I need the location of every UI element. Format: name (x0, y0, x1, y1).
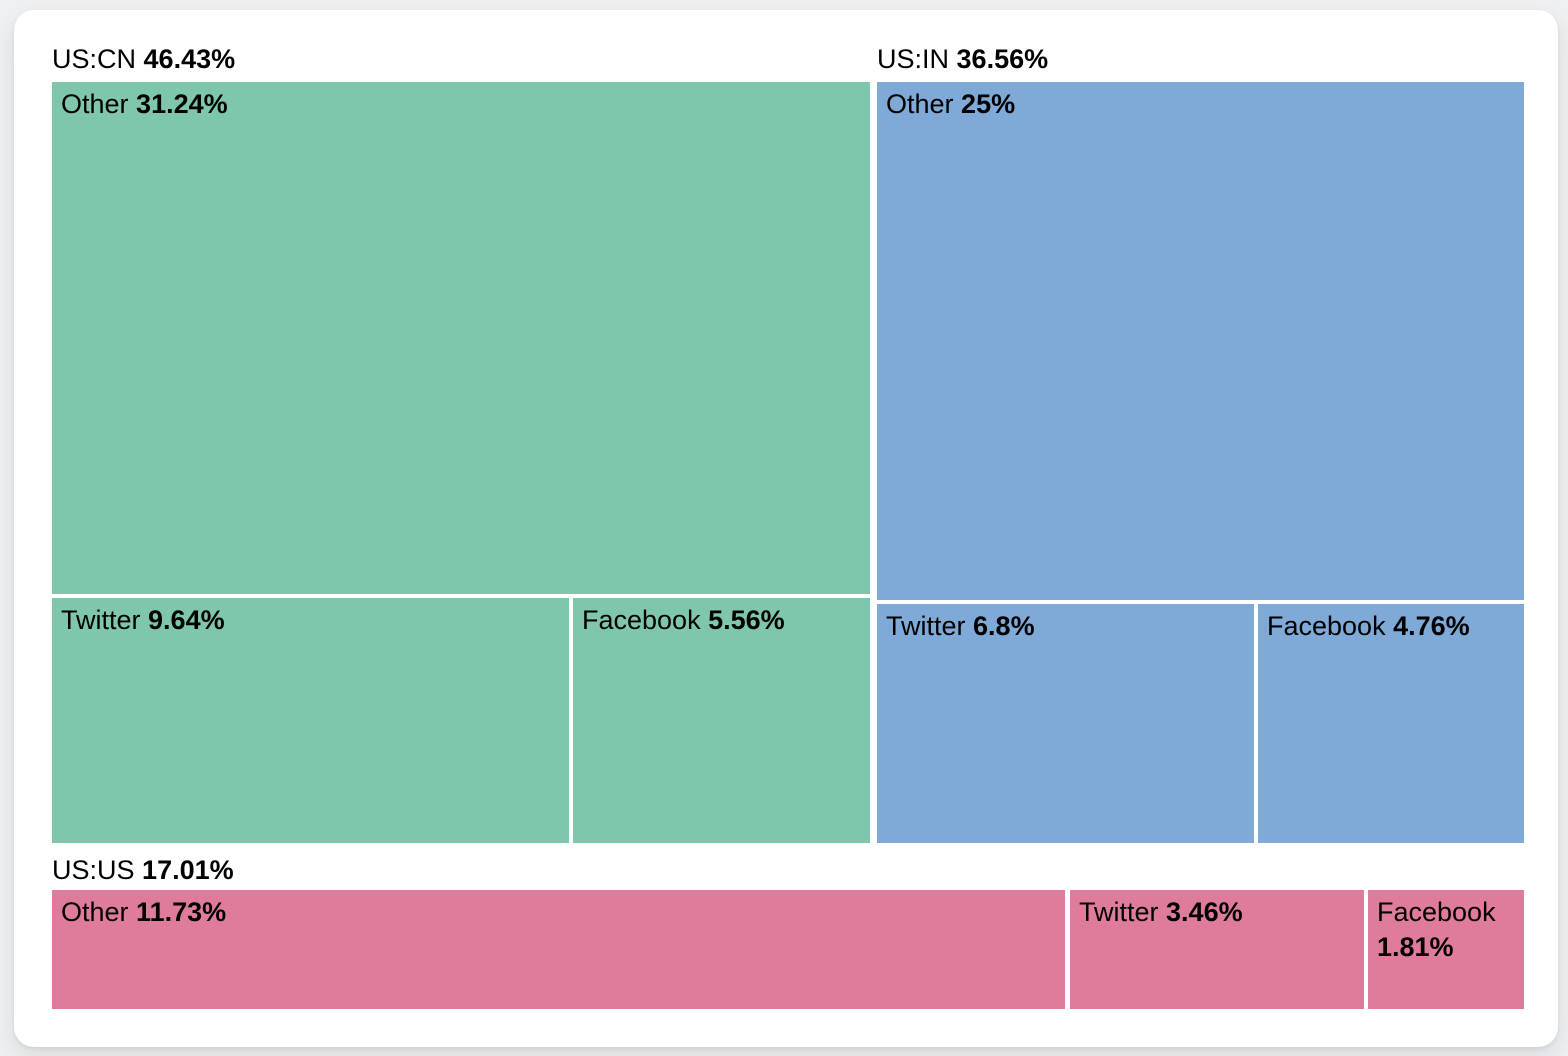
cell-name: Other (61, 897, 129, 927)
cell-name: Other (61, 89, 129, 119)
treemap-cell-us-in-twitter[interactable]: Twitter 6.8% (877, 604, 1254, 843)
group-value: 17.01% (142, 855, 234, 885)
treemap-cell-us-us-other[interactable]: Other 11.73% (52, 890, 1065, 1009)
cell-value: 31.24% (136, 89, 228, 119)
cell-name: Other (886, 89, 954, 119)
cell-name: Twitter (1079, 897, 1159, 927)
group-value: 46.43% (143, 44, 236, 74)
treemap-cell-us-cn-other[interactable]: Other 31.24% (52, 82, 870, 594)
cell-value: 11.73% (136, 897, 227, 927)
cell-name: Facebook (582, 605, 701, 635)
treemap-cell-us-cn-facebook[interactable]: Facebook 5.56% (573, 598, 870, 843)
cell-value: 3.46% (1166, 897, 1243, 927)
treemap-chart: US:CN 46.43% Other 31.24% Twitter 9.64% … (14, 10, 1558, 1047)
treemap-cell-us-in-facebook[interactable]: Facebook 4.76% (1258, 604, 1524, 843)
cell-value: 4.76% (1393, 611, 1470, 641)
treemap-group-label-us-cn: US:CN 46.43% (52, 42, 235, 76)
treemap-group-label-us-us: US:US 17.01% (52, 853, 234, 887)
treemap-cell-us-in-other[interactable]: Other 25% (877, 82, 1524, 600)
cell-value: 9.64% (148, 605, 225, 635)
treemap-cell-us-cn-twitter[interactable]: Twitter 9.64% (52, 598, 569, 843)
treemap-cell-us-us-twitter[interactable]: Twitter 3.46% (1070, 890, 1364, 1009)
group-name: US:CN (52, 44, 137, 74)
group-value: 36.56% (956, 44, 1049, 74)
cell-value: 1.81% (1377, 932, 1454, 962)
treemap-group-label-us-in: US:IN 36.56% (877, 42, 1048, 76)
cell-name: Facebook (1377, 897, 1496, 927)
cell-value: 25% (961, 89, 1016, 119)
group-name: US:US (52, 855, 135, 885)
treemap-cell-us-us-facebook[interactable]: Facebook 1.81% (1368, 890, 1524, 1009)
cell-value: 6.8% (973, 611, 1035, 641)
cell-value: 5.56% (708, 605, 785, 635)
cell-name: Twitter (886, 611, 966, 641)
cell-name: Twitter (61, 605, 141, 635)
chart-card: US:CN 46.43% Other 31.24% Twitter 9.64% … (14, 10, 1558, 1047)
cell-name: Facebook (1267, 611, 1386, 641)
group-name: US:IN (877, 44, 950, 74)
